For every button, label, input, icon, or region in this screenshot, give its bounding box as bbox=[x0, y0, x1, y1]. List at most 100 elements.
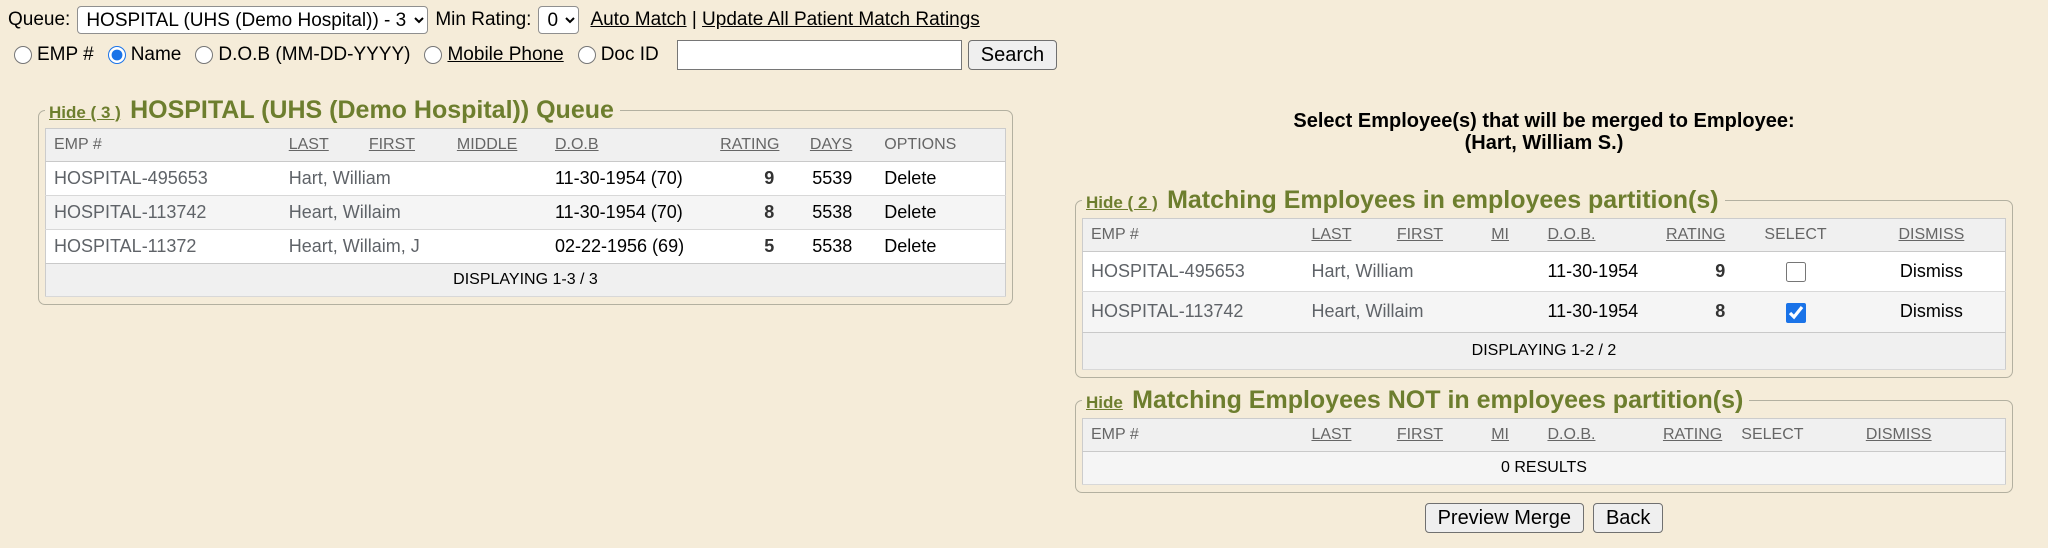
col-dismiss[interactable]: DISMISS bbox=[1857, 218, 2006, 252]
col-middle[interactable]: MIDDLE bbox=[448, 128, 547, 162]
min-rating-select[interactable]: 0 bbox=[538, 6, 580, 34]
link-separator: | bbox=[691, 9, 697, 30]
days-value: 5539 bbox=[812, 168, 853, 188]
merge-heading-line2: (Hart, William S.) bbox=[1464, 132, 1624, 154]
in-partition-footer: DISPLAYING 1-2 / 2 bbox=[1082, 331, 2006, 369]
col-select: SELECT bbox=[1733, 218, 1858, 252]
queue-row: HOSPITAL-113742 Heart, Willaim 11-30-195… bbox=[45, 195, 1006, 230]
in-partition-table: EMP # LAST FIRST MI D.O.B. RATING SELECT… bbox=[1082, 218, 2006, 370]
col-last[interactable]: LAST bbox=[1303, 218, 1389, 252]
col-days[interactable]: DAYS bbox=[782, 128, 861, 162]
select-merge-checkbox[interactable] bbox=[1785, 302, 1806, 323]
employee-name: Heart, Willaim, J bbox=[288, 236, 420, 256]
dob-value: 11-30-1954 (70) bbox=[554, 202, 683, 222]
match-row: HOSPITAL-113742 Heart, Willaim 11-30-195… bbox=[1082, 291, 2006, 332]
delete-action[interactable]: Delete bbox=[884, 168, 937, 188]
not-in-partition-table: EMP # LAST FIRST MI D.O.B. RATING SELECT… bbox=[1082, 418, 2006, 485]
emp-id: HOSPITAL-11372 bbox=[54, 236, 197, 256]
paging-status: DISPLAYING 1-2 / 2 bbox=[1082, 331, 2006, 369]
col-mi[interactable]: MI bbox=[1483, 218, 1540, 252]
radio-name-label: Name bbox=[130, 44, 182, 65]
queue-panel-title: HOSPITAL (UHS (Demo Hospital)) Queue bbox=[130, 96, 614, 124]
rating-value: 5 bbox=[764, 236, 775, 256]
queue-table-footer: DISPLAYING 1-3 / 3 bbox=[45, 263, 1006, 297]
dismiss-action[interactable]: Dismiss bbox=[1899, 261, 1963, 282]
merge-heading: Select Employee(s) that will be merged t… bbox=[1075, 110, 2013, 154]
days-value: 5538 bbox=[812, 236, 853, 256]
col-options: OPTIONS bbox=[860, 128, 1006, 162]
merge-heading-line1: Select Employee(s) that will be merged t… bbox=[1293, 110, 1795, 132]
col-rating[interactable]: RATING bbox=[712, 128, 783, 162]
employee-name: Hart, William bbox=[288, 168, 391, 188]
queue-toolbar: Queue: HOSPITAL (UHS (Demo Hospital)) - … bbox=[8, 6, 980, 34]
paging-status: DISPLAYING 1-3 / 3 bbox=[45, 263, 1006, 297]
update-all-ratings-link[interactable]: Update All Patient Match Ratings bbox=[702, 9, 980, 30]
in-partition-title: Matching Employees in employees partitio… bbox=[1167, 186, 1719, 214]
queue-label: Queue: bbox=[8, 9, 71, 30]
not-in-partition-header: EMP # LAST FIRST MI D.O.B. RATING SELECT… bbox=[1082, 418, 2006, 452]
search-input[interactable] bbox=[676, 40, 962, 70]
days-value: 5538 bbox=[812, 202, 853, 222]
col-dob[interactable]: D.O.B bbox=[546, 128, 713, 162]
rating-value: 8 bbox=[1715, 301, 1726, 322]
employee-name: Hart, William bbox=[1311, 261, 1414, 282]
dob-value: 11-30-1954 (70) bbox=[554, 168, 683, 188]
employee-name: Heart, Willaim bbox=[1311, 301, 1424, 322]
radio-doc-id-input[interactable] bbox=[577, 46, 596, 64]
dob-value: 11-30-1954 bbox=[1547, 301, 1639, 322]
min-rating-label: Min Rating: bbox=[435, 9, 532, 30]
col-first[interactable]: FIRST bbox=[1388, 218, 1484, 252]
empty-results-row: 0 RESULTS bbox=[1082, 451, 2006, 485]
col-last[interactable]: LAST bbox=[280, 128, 361, 162]
radio-dob-label: D.O.B (MM-DD-YYYY) bbox=[218, 44, 411, 65]
not-in-partition-hide-link[interactable]: Hide bbox=[1086, 393, 1123, 412]
queue-select[interactable]: HOSPITAL (UHS (Demo Hospital)) - 3 bbox=[77, 6, 429, 34]
preview-merge-button[interactable]: Preview Merge bbox=[1424, 503, 1584, 533]
col-rating[interactable]: RATING bbox=[1654, 418, 1734, 452]
dismiss-action[interactable]: Dismiss bbox=[1899, 301, 1963, 322]
radio-name-input[interactable] bbox=[107, 46, 126, 64]
back-button[interactable]: Back bbox=[1592, 503, 1664, 533]
radio-mobile-phone[interactable]: Mobile Phone bbox=[424, 44, 564, 66]
auto-match-link[interactable]: Auto Match bbox=[590, 9, 687, 30]
search-row: EMP # Name D.O.B (MM-DD-YYYY) Mobile Pho… bbox=[14, 40, 1058, 70]
radio-emp-input[interactable] bbox=[14, 46, 32, 64]
radio-mobile-phone-input[interactable] bbox=[424, 46, 443, 64]
col-last[interactable]: LAST bbox=[1303, 418, 1389, 452]
emp-id: HOSPITAL-113742 bbox=[54, 202, 207, 222]
col-dob[interactable]: D.O.B. bbox=[1539, 218, 1655, 252]
in-partition-hide-link[interactable]: Hide ( 2 ) bbox=[1086, 193, 1158, 212]
col-emp: EMP # bbox=[1082, 418, 1304, 452]
rating-value: 9 bbox=[764, 168, 775, 188]
radio-emp[interactable]: EMP # bbox=[14, 44, 94, 66]
in-partition-header: EMP # LAST FIRST MI D.O.B. RATING SELECT… bbox=[1082, 218, 2006, 252]
emp-id: HOSPITAL-495653 bbox=[54, 168, 208, 188]
rating-value: 9 bbox=[1715, 261, 1726, 282]
delete-action[interactable]: Delete bbox=[884, 236, 937, 256]
col-first[interactable]: FIRST bbox=[1388, 418, 1484, 452]
radio-dob[interactable]: D.O.B (MM-DD-YYYY) bbox=[195, 44, 410, 66]
col-mi[interactable]: MI bbox=[1483, 418, 1540, 452]
radio-name[interactable]: Name bbox=[107, 44, 182, 66]
radio-doc-id[interactable]: Doc ID bbox=[577, 44, 659, 66]
col-dismiss[interactable]: DISMISS bbox=[1857, 418, 2006, 452]
match-row: HOSPITAL-495653 Hart, William 11-30-1954… bbox=[1082, 252, 2006, 292]
col-emp: EMP # bbox=[1082, 218, 1304, 252]
queue-panel-legend: Hide ( 3 ) HOSPITAL (UHS (Demo Hospital)… bbox=[45, 96, 620, 125]
empty-results-text: 0 RESULTS bbox=[1082, 451, 2006, 485]
not-in-partition-legend: Hide Matching Employees NOT in employees… bbox=[1082, 386, 1749, 415]
emp-id: HOSPITAL-113742 bbox=[1091, 301, 1244, 322]
search-button[interactable]: Search bbox=[967, 40, 1058, 70]
col-rating[interactable]: RATING bbox=[1654, 218, 1734, 252]
delete-action[interactable]: Delete bbox=[884, 202, 937, 222]
col-first[interactable]: FIRST bbox=[360, 128, 449, 162]
queue-panel: Hide ( 3 ) HOSPITAL (UHS (Demo Hospital)… bbox=[38, 96, 1013, 305]
not-in-partition-title: Matching Employees NOT in employees part… bbox=[1132, 386, 1744, 414]
dob-value: 02-22-1956 (69) bbox=[554, 236, 685, 256]
merge-actions: Preview Merge Back bbox=[1075, 503, 2013, 533]
select-merge-checkbox[interactable] bbox=[1785, 262, 1806, 283]
queue-row: HOSPITAL-11372 Heart, Willaim, J 02-22-1… bbox=[45, 230, 1006, 264]
queue-hide-link[interactable]: Hide ( 3 ) bbox=[49, 103, 121, 122]
col-dob[interactable]: D.O.B. bbox=[1539, 418, 1655, 452]
radio-dob-input[interactable] bbox=[195, 46, 214, 64]
